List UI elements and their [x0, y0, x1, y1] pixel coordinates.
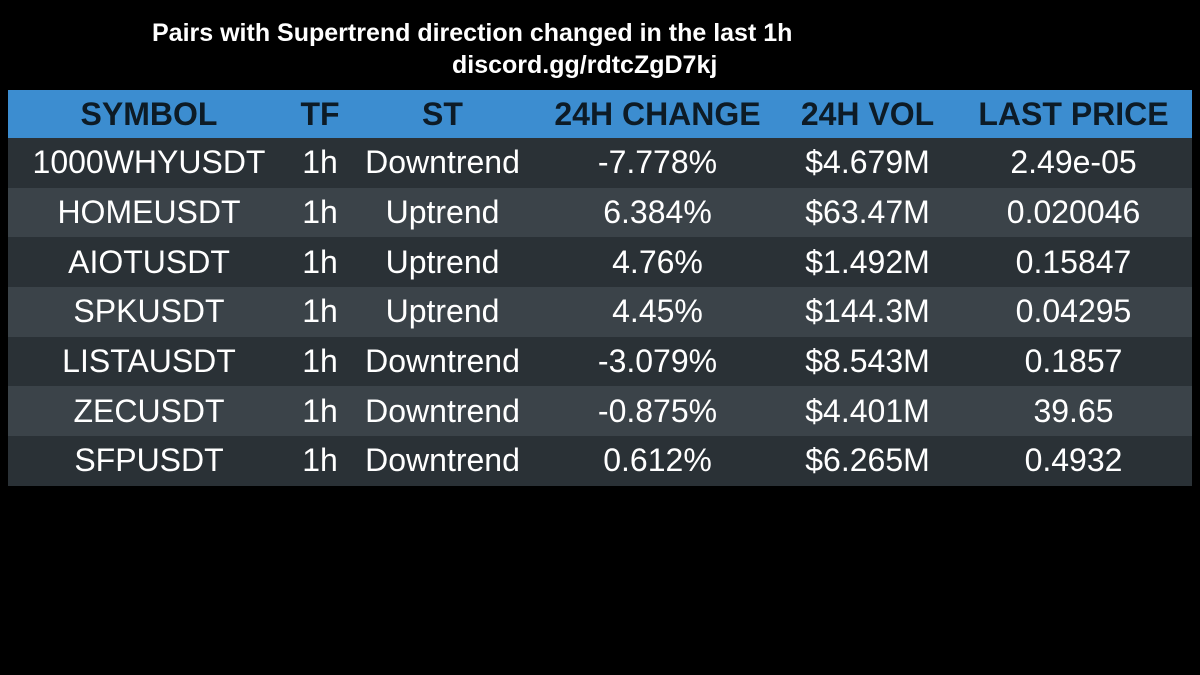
cell-last-price: 0.020046 [955, 187, 1192, 238]
cell-symbol: HOMEUSDT [8, 187, 290, 238]
column-header-st[interactable]: ST [350, 90, 535, 138]
cell-last-price: 0.04295 [955, 287, 1192, 337]
cell-24h-change: 4.76% [535, 237, 780, 288]
table-row: AIOTUSDT 1h Uptrend 4.76% $1.492M 0.1584… [8, 237, 1192, 288]
cell-tf: 1h [290, 187, 350, 238]
column-header-last-price[interactable]: LAST PRICE [955, 90, 1192, 138]
cell-24h-change: -0.875% [535, 386, 780, 437]
cell-st: Downtrend [350, 336, 535, 387]
cell-24h-change: 0.612% [535, 436, 780, 486]
table-row: SPKUSDT 1h Uptrend 4.45% $144.3M 0.04295 [8, 287, 1192, 337]
cell-24h-change: 6.384% [535, 187, 780, 238]
pairs-table: SYMBOL TF ST 24H CHANGE 24H VOL LAST PRI… [8, 90, 1192, 486]
cell-tf: 1h [290, 386, 350, 437]
cell-symbol: LISTAUSDT [8, 336, 290, 387]
cell-symbol: AIOTUSDT [8, 237, 290, 288]
table-row: HOMEUSDT 1h Uptrend 6.384% $63.47M 0.020… [8, 187, 1192, 238]
table-header-row: SYMBOL TF ST 24H CHANGE 24H VOL LAST PRI… [8, 90, 1192, 138]
cell-24h-vol: $4.679M [780, 138, 955, 188]
cell-st: Downtrend [350, 386, 535, 437]
cell-24h-change: -3.079% [535, 336, 780, 387]
cell-24h-vol: $1.492M [780, 237, 955, 288]
column-header-symbol[interactable]: SYMBOL [8, 90, 290, 138]
cell-24h-vol: $6.265M [780, 436, 955, 486]
cell-tf: 1h [290, 287, 350, 337]
cell-last-price: 0.15847 [955, 237, 1192, 288]
cell-last-price: 39.65 [955, 386, 1192, 437]
cell-symbol: ZECUSDT [8, 386, 290, 437]
table-row: ZECUSDT 1h Downtrend -0.875% $4.401M 39.… [8, 386, 1192, 437]
table-row: 1000WHYUSDT 1h Downtrend -7.778% $4.679M… [8, 138, 1192, 188]
cell-symbol: SFPUSDT [8, 436, 290, 486]
cell-tf: 1h [290, 436, 350, 486]
column-header-tf[interactable]: TF [290, 90, 350, 138]
column-header-24h-vol[interactable]: 24H VOL [780, 90, 955, 138]
cell-st: Uptrend [350, 287, 535, 337]
cell-st: Uptrend [350, 187, 535, 238]
cell-24h-change: 4.45% [535, 287, 780, 337]
table-row: SFPUSDT 1h Downtrend 0.612% $6.265M 0.49… [8, 436, 1192, 486]
page-title: Pairs with Supertrend direction changed … [152, 19, 793, 47]
cell-symbol: SPKUSDT [8, 287, 290, 337]
cell-tf: 1h [290, 237, 350, 288]
cell-symbol: 1000WHYUSDT [8, 138, 290, 188]
cell-st: Downtrend [350, 436, 535, 486]
cell-last-price: 2.49e-05 [955, 138, 1192, 188]
table-row: LISTAUSDT 1h Downtrend -3.079% $8.543M 0… [8, 336, 1192, 387]
cell-24h-change: -7.778% [535, 138, 780, 188]
cell-last-price: 0.4932 [955, 436, 1192, 486]
cell-24h-vol: $144.3M [780, 287, 955, 337]
cell-tf: 1h [290, 138, 350, 188]
cell-st: Uptrend [350, 237, 535, 288]
cell-last-price: 0.1857 [955, 336, 1192, 387]
discord-link[interactable]: discord.gg/rdtcZgD7kj [452, 51, 718, 79]
column-header-24h-change[interactable]: 24H CHANGE [535, 90, 780, 138]
cell-24h-vol: $8.543M [780, 336, 955, 387]
cell-tf: 1h [290, 336, 350, 387]
cell-24h-vol: $4.401M [780, 386, 955, 437]
cell-st: Downtrend [350, 138, 535, 188]
cell-24h-vol: $63.47M [780, 187, 955, 238]
